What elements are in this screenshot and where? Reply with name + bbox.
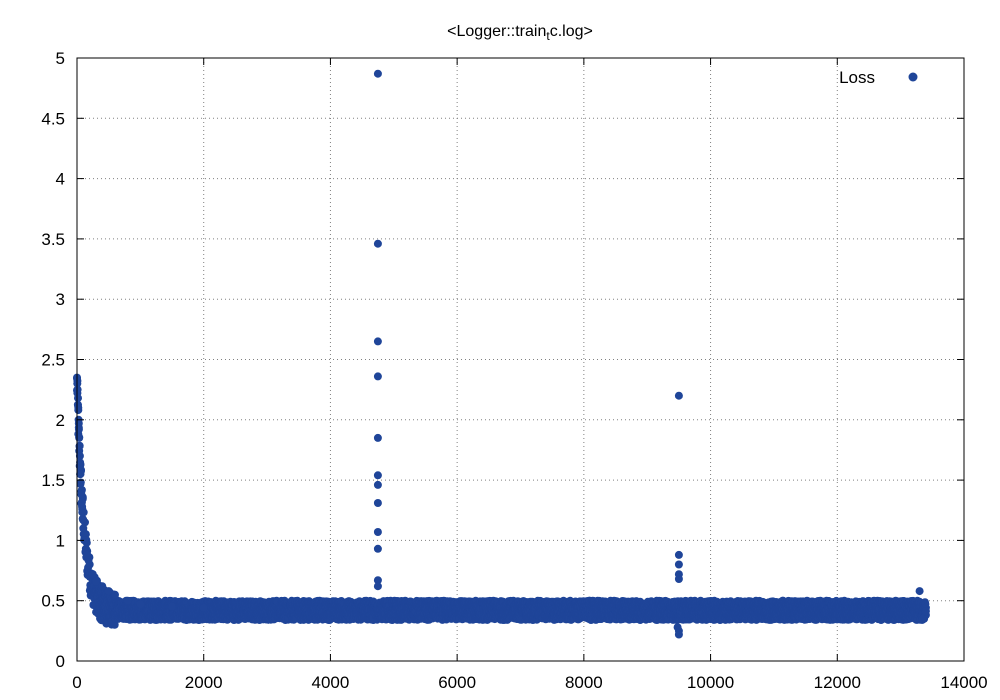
grid-lines xyxy=(77,58,964,661)
data-point xyxy=(110,620,119,629)
loss-series xyxy=(73,69,930,639)
